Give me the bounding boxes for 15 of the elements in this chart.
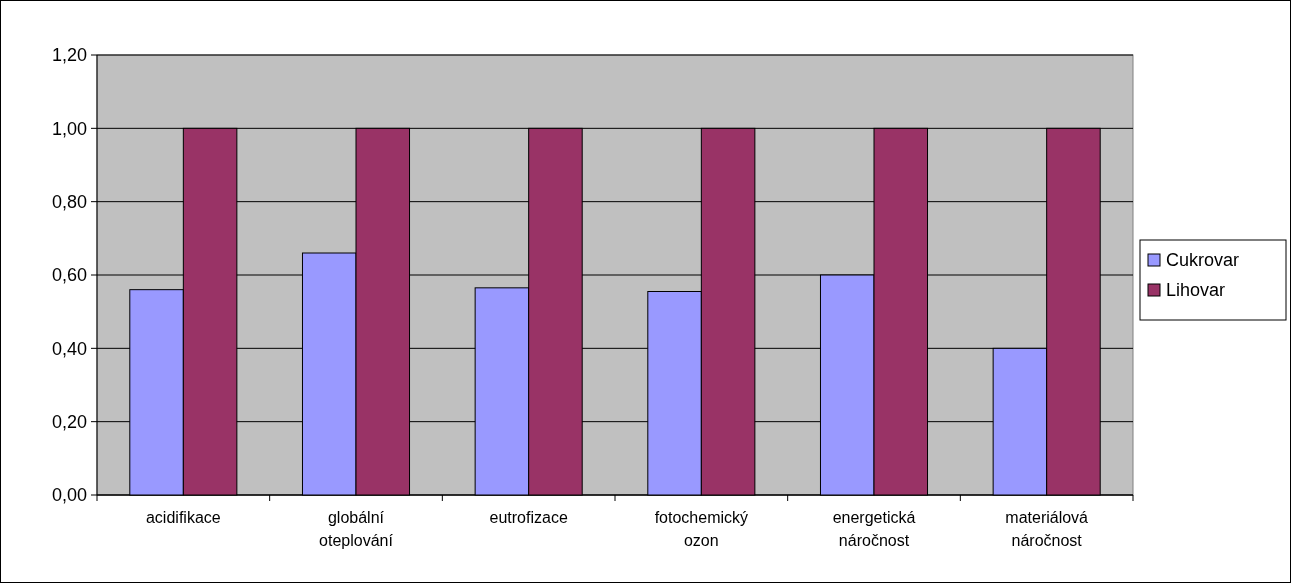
x-tick-label: acidifikace — [145, 509, 221, 526]
y-tick-label: 1,20 — [51, 45, 87, 66]
y-tick-label: 1,00 — [51, 118, 87, 139]
x-tick-label: energetická náročnost — [832, 509, 916, 549]
legend-label: Lihovar — [1166, 280, 1226, 301]
x-tick-label: fotochemický ozon — [654, 509, 749, 549]
y-tick-label: 0,60 — [51, 265, 87, 286]
y-tick-label: 0,00 — [51, 485, 87, 506]
x-tick-label: eutrofizace — [489, 509, 568, 526]
x-tick-label: globální oteplování — [319, 509, 394, 549]
y-tick-label: 0,40 — [51, 338, 87, 359]
y-tick-label: 0,20 — [51, 411, 87, 432]
y-tick-label: 0,80 — [51, 191, 87, 212]
legend-label: Cukrovar — [1166, 250, 1240, 271]
x-tick-label: materiálová náročnost — [1005, 509, 1089, 549]
